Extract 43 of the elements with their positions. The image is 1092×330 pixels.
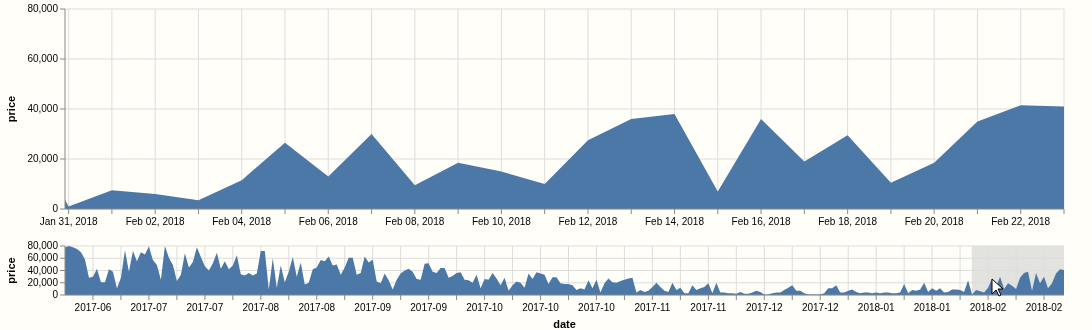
x-tick-label: 2017-11 — [690, 302, 727, 313]
x-tick-label: 2018-02 — [969, 302, 1007, 313]
x-tick-label: 2017-10 — [466, 302, 504, 313]
y-tick-label: 80,000 — [27, 3, 59, 15]
x-axis-title: date — [553, 318, 576, 330]
x-tick-label: Feb 20, 2018 — [904, 216, 965, 227]
x-tick-label: 2017-12 — [745, 302, 784, 313]
y-tick-label: 0 — [52, 289, 59, 301]
x-tick-label: Feb 16, 2018 — [731, 216, 791, 227]
y-tick-label: 20,000 — [27, 276, 59, 288]
x-tick-label: 2017-08 — [298, 302, 336, 313]
x-tick-label: 2017-07 — [130, 302, 168, 313]
y-tick-label: 60,000 — [27, 53, 59, 65]
x-tick-label: 2017-12 — [801, 302, 840, 313]
y-tick-label: 40,000 — [27, 264, 59, 276]
y-axis-title: price — [5, 95, 17, 123]
x-tick-label: 2017-11 — [634, 302, 671, 313]
x-tick-label: 2017-07 — [186, 302, 224, 313]
y-tick-label: 80,000 — [27, 240, 59, 252]
x-tick-label: Feb 18, 2018 — [818, 216, 878, 227]
y-tick-label: 0 — [52, 203, 59, 215]
x-tick-label: Feb 02, 2018 — [125, 216, 186, 227]
x-tick-label: Feb 06, 2018 — [298, 216, 359, 227]
x-tick-label: 2017-08 — [242, 302, 280, 313]
x-tick-label: Feb 12, 2018 — [558, 216, 618, 227]
x-tick-label: 2017-09 — [410, 302, 448, 313]
y-tick-label: 20,000 — [27, 153, 59, 165]
x-tick-label: Feb 08, 2018 — [385, 216, 445, 227]
x-tick-label: Feb 22, 2018 — [991, 216, 1051, 227]
x-tick-label: 2017-10 — [522, 302, 560, 313]
x-tick-label: 2017-09 — [354, 302, 392, 313]
x-tick-label: 2017-10 — [578, 302, 616, 313]
x-tick-label: Feb 10, 2018 — [471, 216, 532, 227]
x-tick-label: Feb 04, 2018 — [212, 216, 272, 227]
y-axis-title: price — [5, 257, 17, 284]
x-tick-label: Feb 14, 2018 — [645, 216, 705, 227]
x-tick-label: Jan 31, 2018 — [39, 216, 98, 227]
x-tick-label: 2018-01 — [857, 302, 895, 313]
y-tick-label: 60,000 — [27, 252, 59, 264]
y-tick-label: 40,000 — [27, 103, 59, 115]
x-tick-label: 2017-06 — [74, 302, 112, 313]
x-tick-label: 2018-02 — [1025, 302, 1063, 313]
x-tick-label: 2018-01 — [913, 302, 951, 313]
